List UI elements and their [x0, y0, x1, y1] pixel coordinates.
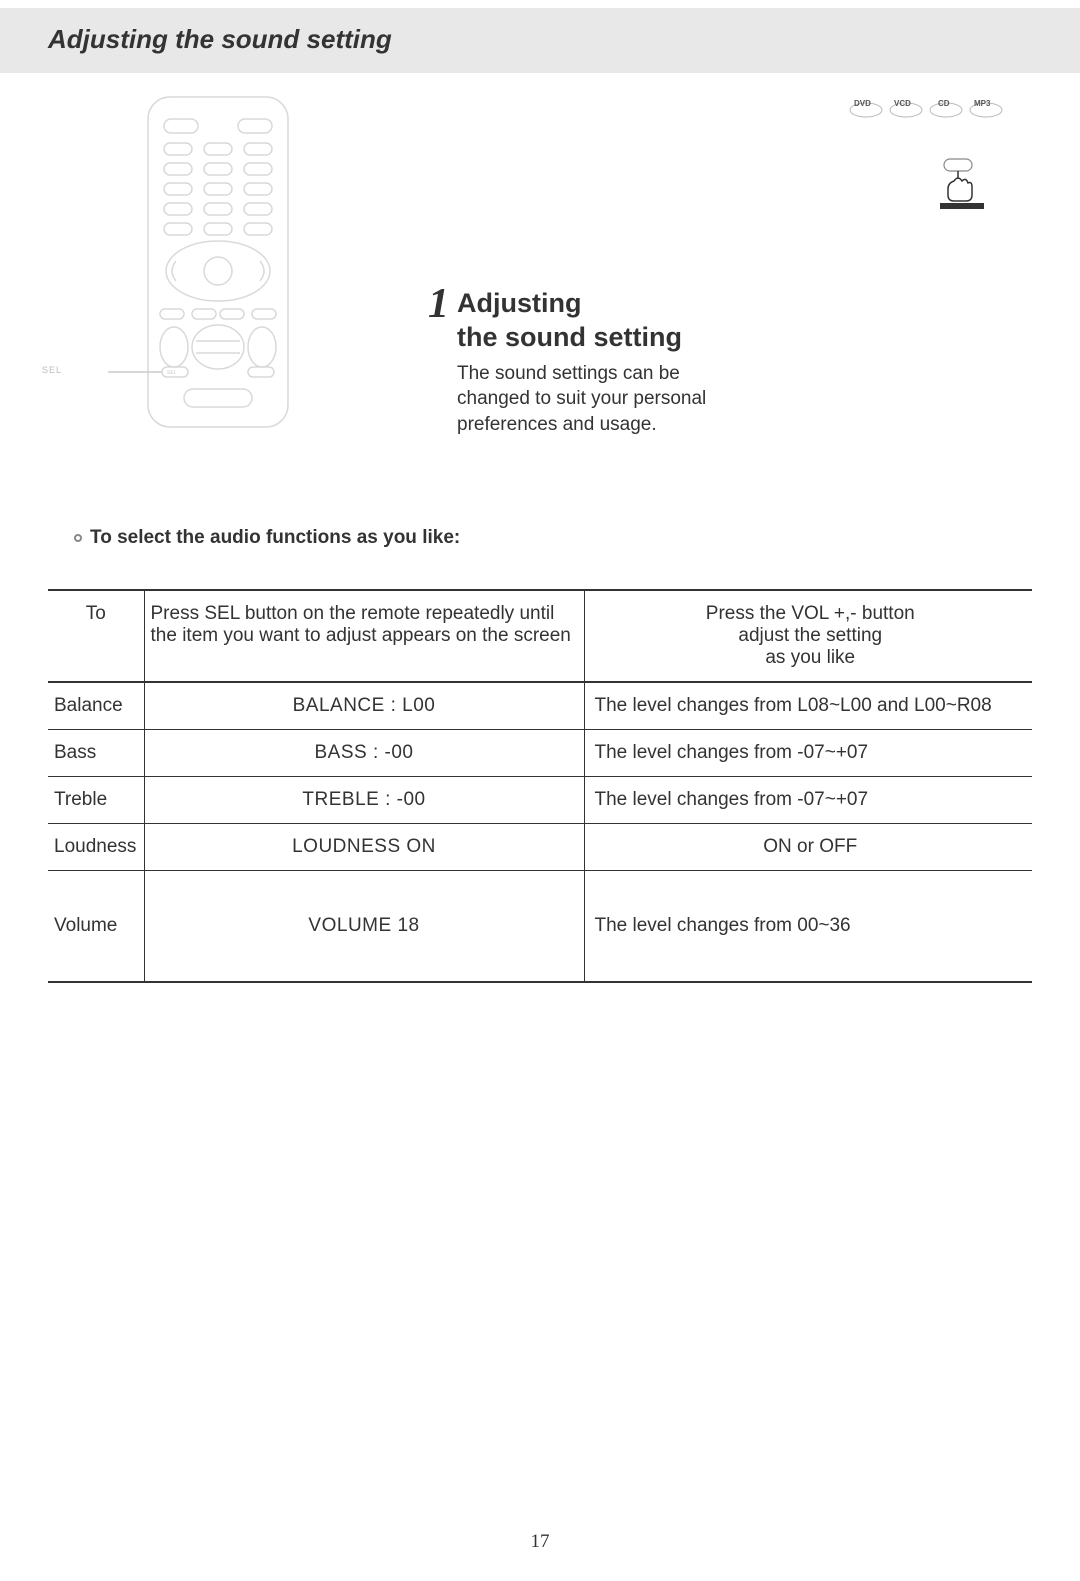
row-balance-range: The level changes from L08~L00 and L00~R… [584, 682, 1032, 730]
page-title: Adjusting the sound setting [48, 24, 1032, 55]
disc-vcd-icon: VCD [888, 101, 924, 119]
row-balance-label: Balance [48, 682, 144, 730]
manual-page: Adjusting the sound setting SEL [0, 8, 1080, 1581]
row-volume-display: VOLUME 18 [144, 871, 584, 983]
remote-svg: SEL [88, 93, 348, 433]
step-title-line1: Adjusting [457, 287, 717, 321]
upper-section: SEL [48, 93, 1032, 437]
disc-cd-icon: CD [928, 101, 964, 119]
bullet-icon [74, 534, 82, 542]
disc-dvd-icon: DVD [848, 101, 884, 119]
row-bass-display: BASS : -00 [144, 730, 584, 777]
step-text: Adjusting the sound setting The sound se… [457, 283, 717, 437]
page-header-band: Adjusting the sound setting [0, 8, 1080, 73]
row-treble-range: The level changes from -07~+07 [584, 777, 1032, 824]
header-press-sel: Press SEL button on the remote repeatedl… [144, 590, 584, 682]
table-row: Loudness LOUDNESS ON ON or OFF [48, 824, 1032, 871]
table-row: Volume VOLUME 18 The level changes from … [48, 871, 1032, 983]
page-number: 17 [0, 1531, 1080, 1553]
row-loudness-range: ON or OFF [584, 824, 1032, 871]
remote-sel-button-label: SEL [167, 370, 177, 376]
table-row: Balance BALANCE : L00 The level changes … [48, 682, 1032, 730]
table-row: Bass BASS : -00 The level changes from -… [48, 730, 1032, 777]
row-bass-range: The level changes from -07~+07 [584, 730, 1032, 777]
instruction-row: To select the audio functions as you lik… [74, 527, 1032, 549]
press-button-hand-icon [934, 155, 990, 216]
step-title-line2: the sound setting [457, 321, 717, 355]
row-treble-display: TREBLE : -00 [144, 777, 584, 824]
table-row: Treble TREBLE : -00 The level changes fr… [48, 777, 1032, 824]
header-press-vol: Press the VOL +,- button adjust the sett… [584, 590, 1032, 682]
step-info: DVD VCD CD MP3 [428, 93, 1032, 437]
table-header-row: To Press SEL button on the remote repeat… [48, 590, 1032, 682]
disc-type-row: DVD VCD CD MP3 [848, 101, 1004, 119]
audio-functions-table: To Press SEL button on the remote repeat… [48, 589, 1032, 983]
disc-mp3-icon: MP3 [968, 101, 1004, 119]
row-bass-label: Bass [48, 730, 144, 777]
step-description: The sound settings can be changed to sui… [457, 361, 717, 438]
header-to: To [48, 590, 144, 682]
row-volume-range: The level changes from 00~36 [584, 871, 1032, 983]
step-number: 1 [428, 283, 449, 325]
remote-illustration: SEL [48, 93, 388, 437]
row-treble-label: Treble [48, 777, 144, 824]
instruction-text: To select the audio functions as you lik… [90, 527, 460, 549]
row-balance-display: BALANCE : L00 [144, 682, 584, 730]
sel-callout-label: SEL [42, 365, 62, 375]
row-loudness-display: LOUDNESS ON [144, 824, 584, 871]
step-block: 1 Adjusting the sound setting The sound … [428, 283, 1032, 437]
row-volume-label: Volume [48, 871, 144, 983]
row-loudness-label: Loudness [48, 824, 144, 871]
